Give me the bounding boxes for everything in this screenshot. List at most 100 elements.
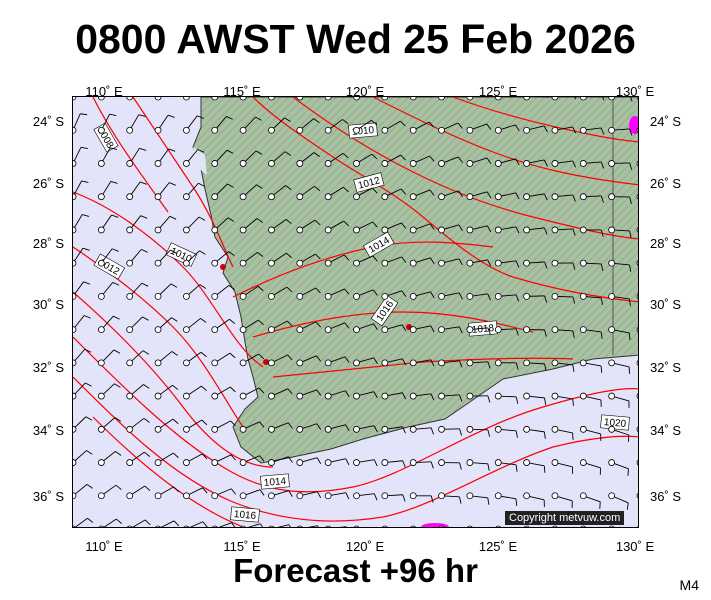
wind-barb [579,425,602,441]
wind-barb [183,521,208,527]
wind-barb [523,292,548,303]
wind-barb [183,149,205,167]
wind-barb [73,146,88,167]
wind-barb [494,292,520,302]
wind-barb [494,459,518,472]
wind-barb [73,180,89,201]
wind-barb [154,486,179,500]
wind-barb [381,459,406,468]
wind-barb [608,97,633,102]
wind-barb [551,259,576,270]
wind-barb [409,189,435,201]
wind-barb [636,193,638,200]
wind-barb [494,97,502,101]
lon-label-top-115: 115˚ E [223,84,261,99]
wind-barb [466,157,492,167]
wind-barb [126,97,134,101]
wind-barb [268,524,291,527]
wind-barb [409,257,435,267]
wind-barb [494,425,518,438]
wind-barb [211,352,236,367]
wind-barb [494,226,520,234]
wind-barb [296,355,322,367]
wind-barb [183,453,208,466]
wind-barb [353,459,378,467]
wind-barb [551,459,574,474]
wind-barb [466,425,491,437]
wind-barb [636,97,638,100]
wind-barb [353,323,378,334]
wind-barb [97,97,105,101]
wind-barb [636,393,638,399]
wind-barb [551,392,574,406]
weather-map: 1008 1010 1010 1012 1012 1014 [72,96,639,528]
wind-barb [438,492,462,504]
wind-barb [73,517,94,527]
lat-label-right-34: 34˚ S [650,423,682,438]
lat-label-left-30: 30˚ S [32,297,64,312]
wind-barb [381,188,407,201]
wind-barb [154,317,178,334]
wind-barb [126,181,147,201]
wind-barb [240,523,263,527]
wind-barb [183,216,206,234]
wind-barb [636,260,638,266]
wind-barb [154,148,176,167]
wind-barb [126,316,149,334]
wind-barb [438,224,463,234]
wind-barb [608,326,631,340]
wind-barb [523,392,547,405]
wind-barb [296,118,320,134]
wind-barb [268,422,293,433]
land-australia [192,97,638,464]
lon-label-top-130: 130˚ E [615,84,655,99]
wind-barb [154,182,176,201]
wind-barb [183,419,208,433]
wind-barb [381,324,407,334]
wind-barb [154,215,177,234]
wind-barb [552,525,558,527]
wind-barb [382,525,388,527]
wind-barb [466,492,490,505]
wind-barb [353,119,378,134]
wind-barb [381,120,406,134]
wind-barb [494,326,519,336]
wind-barb [211,251,235,267]
wind-barb [523,159,548,167]
wind-barb [381,97,389,101]
wind-barb [494,192,520,201]
wind-barb [126,114,146,134]
wind-barb [438,459,462,470]
wind-barb [409,155,435,167]
wind-barb [296,389,322,400]
wind-barb [97,417,122,433]
wind-barb [466,292,491,301]
wind-barb [239,116,262,134]
wind-barb [239,489,265,500]
wind-barb [325,525,347,527]
wind-barb [636,160,638,167]
wind-barb [73,348,92,367]
wind-barb [268,252,293,267]
wind-barb [353,425,378,433]
wind-barb [268,456,293,466]
wind-barb [297,525,319,527]
wind-barb [636,326,638,333]
wind-barb [466,123,492,134]
isobar-label-1014-south: 1014 [263,476,287,489]
wind-barb [579,359,603,373]
wind-barb [183,351,207,367]
wind-barb [523,226,548,235]
wind-barb [97,383,121,400]
wind-barb [211,149,234,167]
wind-barb [494,492,518,506]
wind-barb [98,518,122,527]
wind-barb [579,459,601,475]
rain-dot [263,359,269,365]
wind-barb [268,286,293,300]
wind-barb [381,290,407,300]
wind-barb [523,492,545,507]
wind-barb [324,119,349,134]
wind-barb [97,214,119,234]
wind-barb [523,459,546,473]
